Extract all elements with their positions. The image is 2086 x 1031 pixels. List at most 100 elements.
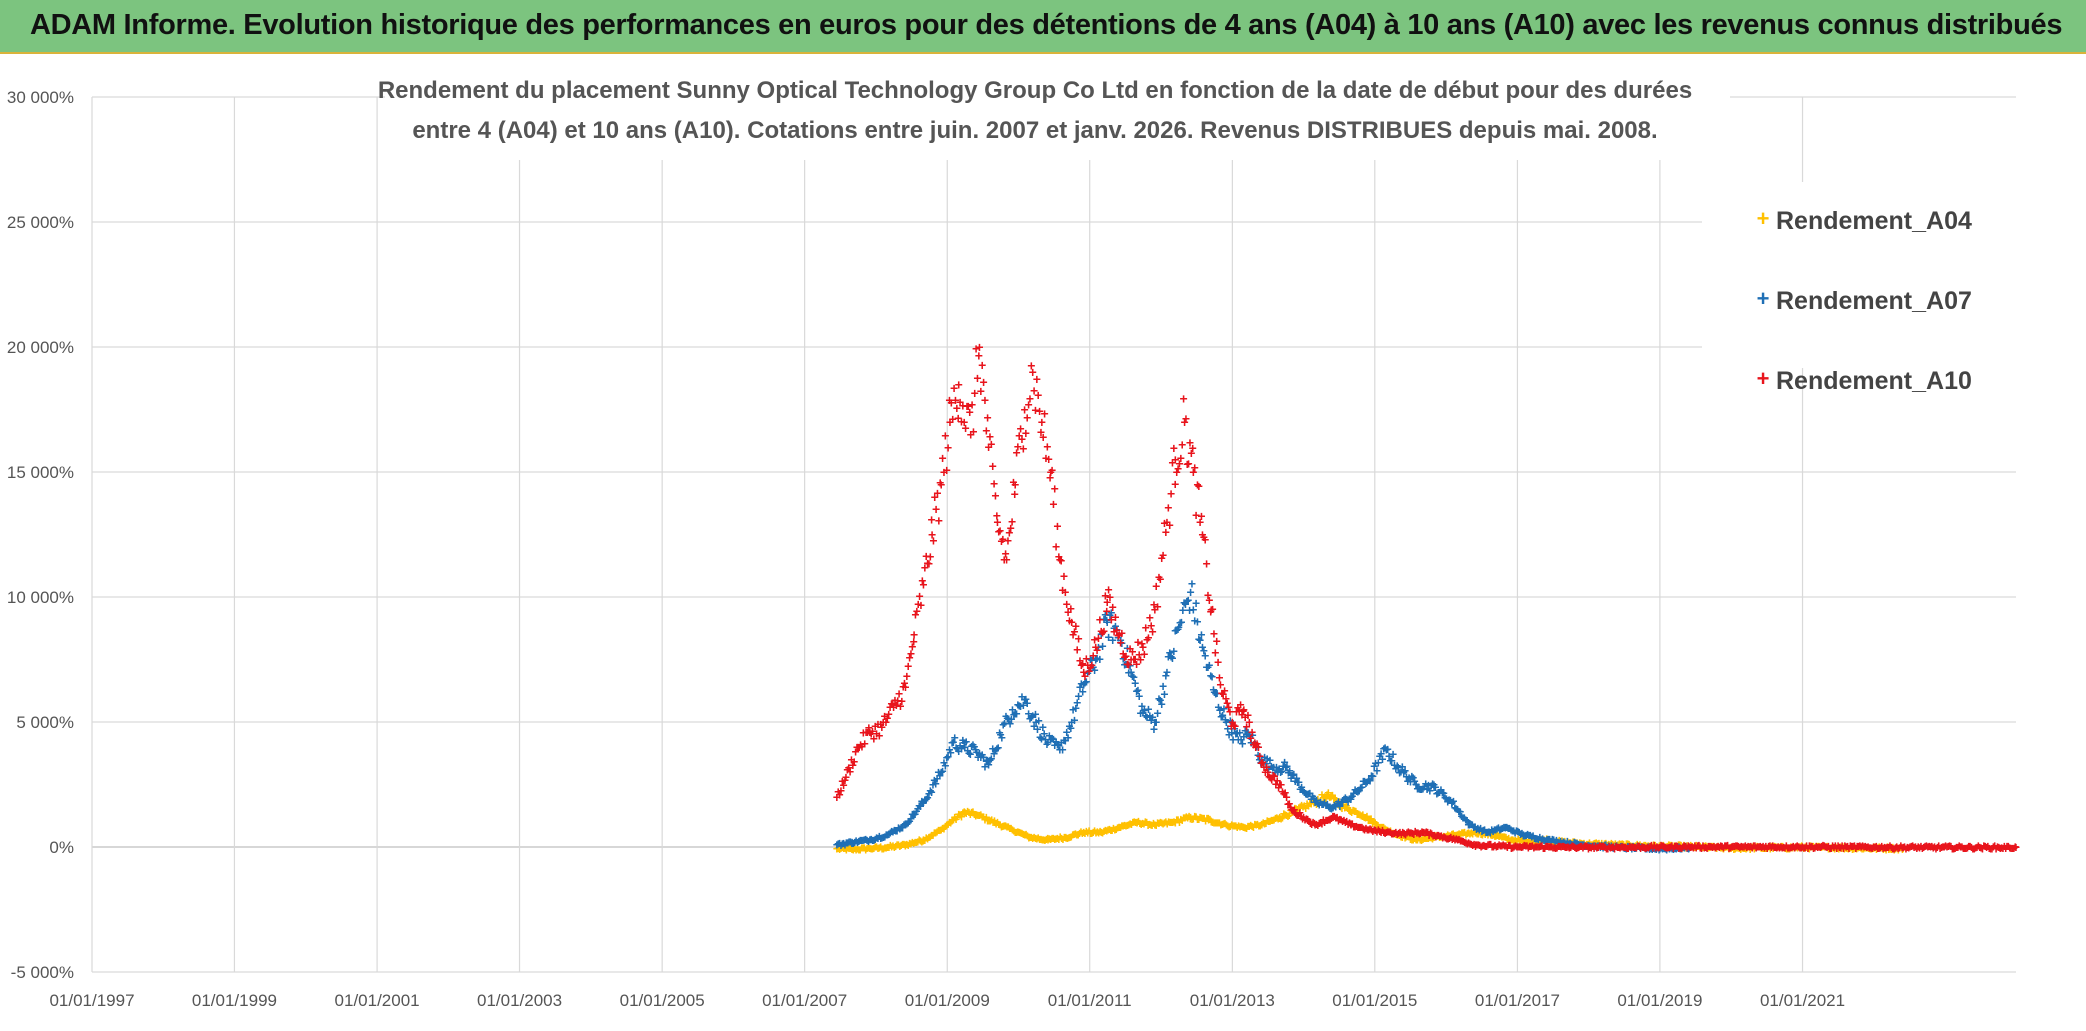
data-point: + [1848,841,1856,857]
data-point: + [1188,811,1196,827]
data-point: + [1213,633,1221,649]
data-point: + [1894,840,1902,856]
data-point: + [941,757,949,773]
data-point: + [1244,818,1252,834]
data-point: + [1506,832,1514,848]
data-point: + [1490,827,1498,843]
data-point: + [1741,840,1749,856]
data-point: + [1219,686,1227,702]
data-point: + [1879,841,1887,857]
data-point: + [1691,839,1699,855]
data-point: + [1220,701,1228,717]
data-point: + [1872,841,1880,857]
data-point: + [1708,839,1716,855]
data-point: + [1062,829,1070,845]
data-point: + [1470,823,1478,839]
data-point: + [1207,602,1215,618]
data-point: + [1111,822,1119,838]
data-point: + [1702,837,1710,853]
data-point: + [1430,827,1438,843]
data-point: + [1573,835,1581,851]
data-point: + [1539,831,1547,847]
data-point: + [1023,409,1031,425]
data-point: + [999,818,1007,834]
data-point: + [1615,839,1623,855]
data-point: + [1184,810,1192,826]
data-point: + [1819,838,1827,854]
data-point: + [1736,839,1744,855]
data-point: + [1043,439,1051,455]
data-point: + [1359,807,1367,823]
data-point: + [1547,833,1555,849]
data-point: + [1437,828,1445,844]
data-point: + [1485,823,1493,839]
data-point: + [1988,840,1996,856]
data-point: + [960,735,968,751]
data-point: + [1275,760,1283,776]
data-point: + [1570,834,1578,850]
data-point: + [1105,582,1113,598]
data-point: + [1273,772,1281,788]
data-point: + [848,834,856,850]
data-point: + [1547,833,1555,849]
data-point: + [1234,732,1242,748]
data-point: + [1238,736,1246,752]
data-point: + [981,758,989,774]
data-point: + [1292,770,1300,786]
data-point: + [1428,775,1436,791]
data-point: + [1405,769,1413,785]
data-point: + [1002,545,1010,561]
data-point: + [1559,833,1567,849]
data-point: + [1650,838,1658,854]
data-point: + [1412,831,1420,847]
data-point: + [994,739,1002,755]
data-point: + [1531,839,1539,855]
data-point: + [1635,838,1643,854]
data-point: + [1121,649,1129,665]
data-point: + [1599,839,1607,855]
series-rendement-a07: + + + +++++ + +++++++ ++++++++++++++++ ++ + +++ ++… [833,576,1694,858]
data-point: + [879,829,887,845]
data-point: + [1090,631,1098,647]
data-point: + [1103,603,1111,619]
data-point: + [1217,709,1225,725]
data-point: + [898,693,906,709]
data-point: + [1055,737,1063,753]
data-point: + [1330,789,1338,805]
data-point: + [1168,650,1176,666]
data-point: + [1478,826,1486,842]
data-point: + [1318,796,1326,812]
data-point: + [1086,651,1094,667]
data-point: + [1871,839,1879,855]
data-point: + [1684,837,1692,853]
data-point: + [1548,833,1556,849]
data-point: + [962,420,970,436]
x-tick-label: 01/01/2011 [1048,991,1132,1010]
data-point: + [1735,840,1743,856]
data-point: + [1480,837,1488,853]
data-point: + [1400,825,1408,841]
data-point: + [921,832,929,848]
data-point: + [1155,569,1163,585]
data-point: + [1305,813,1313,829]
data-point: + [1053,737,1061,753]
data-point: + [1209,601,1217,617]
data-point: + [1070,624,1078,640]
data-point: + [1921,838,1929,854]
data-point: + [1239,703,1247,719]
data-point: + [1454,832,1462,848]
data-point: + [1918,840,1926,856]
data-point: + [1171,476,1179,492]
data-point: + [1524,839,1532,855]
data-point: + [949,812,957,828]
data-point: + [1567,839,1575,855]
data-point: + [1005,525,1013,541]
data-point: + [1074,826,1082,842]
data-point: + [1924,838,1932,854]
data-point: + [1675,840,1683,856]
data-point: + [1483,824,1491,840]
data-point: + [1578,838,1586,854]
data-point: + [1818,839,1826,855]
data-point: + [1283,758,1291,774]
data-point: + [1526,827,1534,843]
